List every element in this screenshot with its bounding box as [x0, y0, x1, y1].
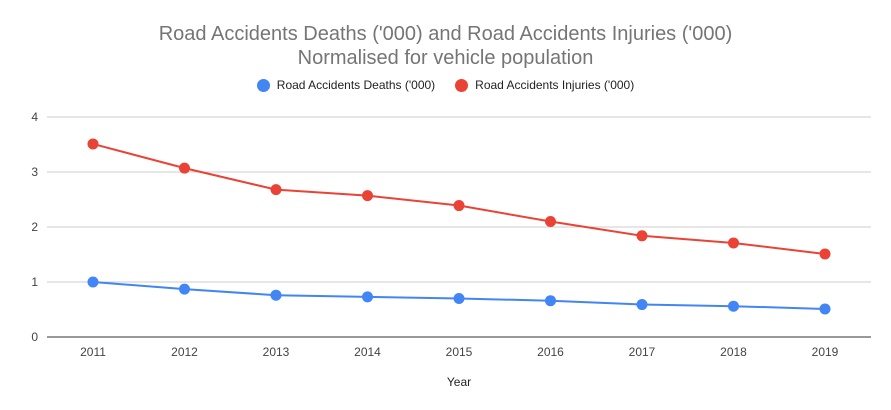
data-point[interactable]: [87, 138, 99, 150]
x-tick-label: 2017: [629, 345, 656, 359]
legend: Road Accidents Deaths ('000) Road Accide…: [0, 78, 891, 92]
data-point[interactable]: [819, 248, 831, 260]
x-axis-ticks: 2011 2012 2013 2014 2015 2016 2017 2018 2019: [80, 345, 839, 359]
data-point[interactable]: [545, 216, 556, 227]
data-point[interactable]: [636, 230, 648, 242]
data-point[interactable]: [545, 295, 556, 307]
chart-subtitle: Normalised for vehicle population: [297, 47, 594, 69]
series-1: [87, 138, 831, 260]
data-point[interactable]: [270, 289, 282, 301]
x-tick-label: 2014: [354, 345, 381, 359]
data-point[interactable]: [87, 276, 99, 288]
data-point[interactable]: [179, 283, 190, 295]
legend-item-injuries[interactable]: Road Accidents Injuries ('000): [455, 78, 634, 92]
series-0: [87, 276, 831, 315]
x-tick-label: 2011: [80, 345, 106, 359]
x-tick-label: 2012: [171, 345, 198, 359]
legend-marker-deaths: [256, 78, 270, 92]
legend-label-injuries: Road Accidents Injuries ('000): [475, 78, 635, 92]
data-point[interactable]: [636, 299, 648, 311]
y-axis-ticks: 0 1 2 3 4: [31, 110, 38, 344]
chart-title: Road Accidents Deaths ('000) and Road Ac…: [158, 23, 733, 45]
x-axis-title: Year: [447, 375, 471, 389]
y-tick-label: 3: [31, 165, 38, 179]
data-point[interactable]: [362, 291, 373, 303]
y-tick-label: 4: [31, 110, 38, 124]
y-tick-label: 1: [31, 275, 38, 289]
data-point[interactable]: [179, 162, 190, 174]
data-point[interactable]: [453, 293, 465, 304]
y-tick-label: 0: [31, 330, 38, 344]
series-group: [87, 138, 831, 315]
legend-label-deaths: Road Accidents Deaths ('000): [276, 78, 436, 92]
series-line: [92, 142, 826, 255]
data-point[interactable]: [819, 303, 831, 315]
x-tick-label: 2013: [263, 345, 290, 359]
data-point[interactable]: [270, 184, 282, 196]
x-tick-label: 2019: [812, 345, 839, 359]
y-tick-label: 2: [31, 220, 38, 234]
data-point[interactable]: [728, 237, 739, 249]
x-tick-label: 2016: [537, 345, 564, 359]
data-point[interactable]: [453, 200, 465, 212]
x-tick-label: 2018: [720, 345, 747, 359]
data-point[interactable]: [362, 190, 373, 202]
legend-item-deaths[interactable]: Road Accidents Deaths ('000): [256, 78, 436, 92]
data-point[interactable]: [728, 300, 739, 312]
x-tick-label: 2015: [446, 345, 473, 359]
legend-marker-injuries: [455, 78, 469, 92]
